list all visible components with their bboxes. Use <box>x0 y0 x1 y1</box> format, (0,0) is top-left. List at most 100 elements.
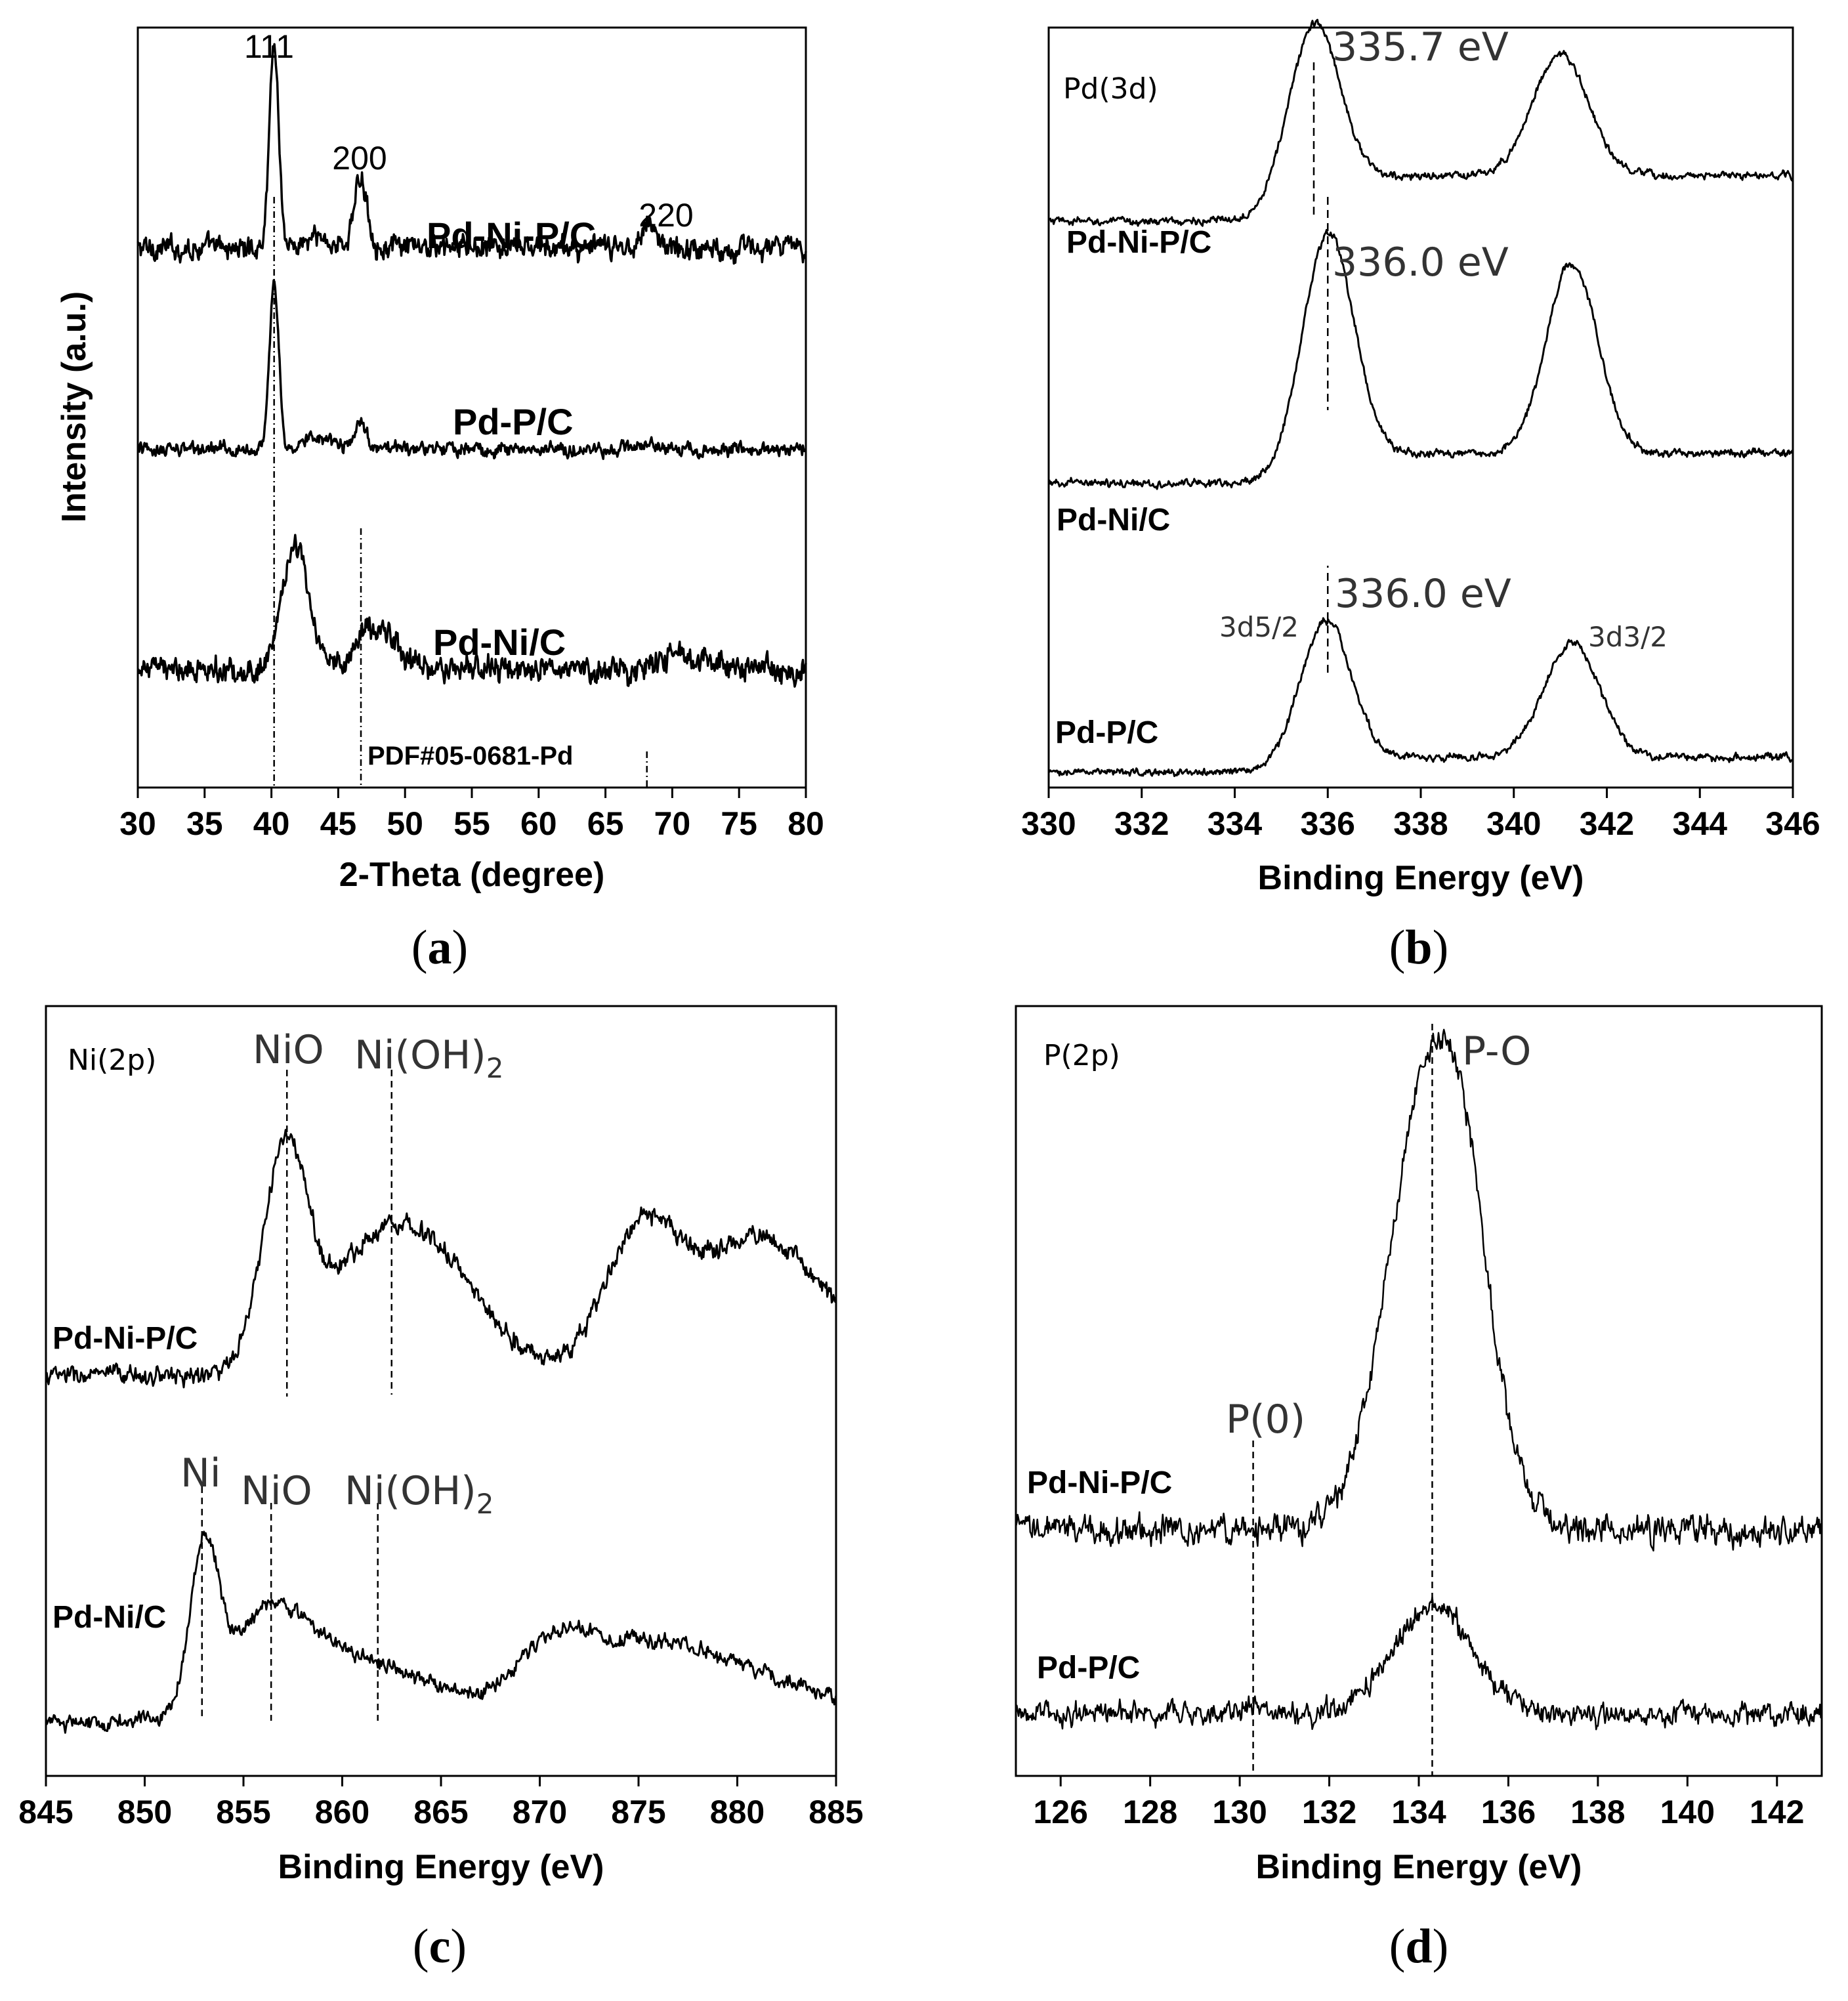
x-tick-label: 330 <box>1021 805 1076 842</box>
x-tick-label: 80 <box>788 805 824 842</box>
orbital-label: 3d3/2 <box>1588 621 1668 653</box>
series-label: Pd-Ni-P/C <box>427 215 596 256</box>
x-tick-label: 65 <box>587 805 624 842</box>
x-axis-title: Binding Energy (eV) <box>1256 1848 1582 1886</box>
series-line-pd-ni-c <box>136 534 807 688</box>
series-line-pd-p-c <box>1015 1596 1823 1731</box>
annotation-text: Ni <box>180 1450 221 1496</box>
plot-frame <box>1047 26 1794 789</box>
series-line-pd-ni-c <box>1048 228 1794 490</box>
caption-close-paren: ) <box>452 921 469 975</box>
caption-letter: a <box>428 921 452 975</box>
panel-caption: (a) <box>411 921 468 975</box>
annotation-subscript: 2 <box>476 1488 494 1520</box>
caption-close-paren: ) <box>1433 921 1449 975</box>
panel-title: P(2p) <box>1043 1039 1120 1072</box>
panel-title: Pd(3d) <box>1063 72 1158 106</box>
peak-annotation: P-O <box>1462 1028 1531 1074</box>
peak-label: 220 <box>639 197 693 234</box>
annotation-text: Ni(OH) <box>345 1468 476 1514</box>
x-tick-label: 344 <box>1673 805 1728 842</box>
series-line-pd-ni-p-c <box>45 1129 837 1389</box>
series-label: Pd-Ni/C <box>1057 503 1170 537</box>
x-tick-label: 128 <box>1123 1794 1177 1830</box>
y-axis-title: Intensity (a.u.) <box>55 291 93 522</box>
series-label: Pd-Ni-P/C <box>52 1321 198 1356</box>
x-tick-label: 855 <box>216 1794 270 1830</box>
panel-c: 845 850 855 860 865 870 875 880 885 Binding Energ… <box>18 1005 864 1973</box>
panel-caption: (d) <box>1389 1920 1448 1973</box>
series-line-pd-ni-p-c <box>1048 18 1794 227</box>
x-tick-label: 136 <box>1481 1794 1536 1830</box>
series-label: Pd-Ni/C <box>52 1600 166 1635</box>
series-line-pd-p-c <box>136 279 807 460</box>
peak-annotation: NiO <box>253 1027 324 1073</box>
series-line-pd-ni-p-c <box>1015 1028 1823 1552</box>
panel-title: Ni(2p) <box>68 1043 156 1077</box>
caption-close-paren: ) <box>1433 1920 1449 1973</box>
panel-a: 30 35 40 45 50 55 60 65 70 75 80 2-Theta (degree) In… <box>55 26 824 975</box>
series-line-pd-p-c <box>1047 617 1794 778</box>
x-tick-label: 340 <box>1486 805 1541 842</box>
x-tick-label: 865 <box>413 1794 468 1830</box>
series-label: Pd-Ni-P/C <box>1066 225 1211 260</box>
x-tick-label: 140 <box>1660 1794 1715 1830</box>
annotation-text: NiO <box>253 1027 324 1073</box>
series-label: Pd-P/C <box>1037 1651 1140 1685</box>
panel-caption: (c) <box>413 1920 467 1973</box>
x-tick-label: 346 <box>1765 805 1820 842</box>
x-tick-label: 336 <box>1301 805 1355 842</box>
caption-close-paren: ) <box>450 1920 467 1973</box>
caption-open-paren: ( <box>1389 1920 1406 1973</box>
peak-annotation: 336.0 eV <box>1332 240 1509 285</box>
x-tick-label: 338 <box>1393 805 1448 842</box>
caption-open-paren: ( <box>1389 921 1406 975</box>
x-tick-label: 126 <box>1034 1794 1088 1830</box>
panel-caption: (b) <box>1389 921 1448 975</box>
caption-open-paren: ( <box>413 1920 429 1973</box>
peak-annotation: Ni <box>180 1450 221 1496</box>
reference-label: PDF#05-0681-Pd <box>368 742 573 770</box>
x-tick-label: 138 <box>1570 1794 1625 1830</box>
peak-annotation: 335.7 eV <box>1332 24 1509 70</box>
series-label: Pd-Ni/C <box>433 621 566 663</box>
peak-annotation: P(0) <box>1226 1397 1305 1443</box>
x-axis-title: 2-Theta (degree) <box>339 856 605 894</box>
x-tick-label: 332 <box>1114 805 1169 842</box>
x-tick-label: 142 <box>1750 1794 1804 1830</box>
peak-annotation: NiO <box>241 1468 312 1514</box>
annotation-text: NiO <box>241 1468 312 1514</box>
x-tick-label: 870 <box>513 1794 567 1830</box>
panel-b: 330 332 334 336 338 340 342 344 346 Binding Energ… <box>1021 18 1820 975</box>
x-tick-label: 880 <box>710 1794 765 1830</box>
x-tick-label: 850 <box>117 1794 172 1830</box>
series-line-pd-ni-p-c <box>136 43 807 265</box>
x-tick-label: 75 <box>721 805 757 842</box>
series-label: Pd-P/C <box>453 401 574 442</box>
x-tick-label: 875 <box>611 1794 665 1830</box>
x-tick-label: 30 <box>119 805 156 842</box>
x-tick-label: 55 <box>453 805 490 842</box>
peak-label: 200 <box>332 140 387 177</box>
annotation-text: Ni(OH) <box>354 1032 486 1078</box>
x-tick-label: 40 <box>253 805 290 842</box>
caption-letter: c <box>429 1920 451 1973</box>
panel-d: 126 128 130 132 134 136 138 140 142 Binding Energ… <box>1015 1005 1823 1973</box>
x-tick-label: 130 <box>1212 1794 1267 1830</box>
x-tick-label: 45 <box>320 805 357 842</box>
x-axis-title: Binding Energy (eV) <box>1258 859 1584 897</box>
x-tick-label: 35 <box>186 805 223 842</box>
series-line-pd-ni-c <box>45 1530 837 1734</box>
peak-annotation: Ni(OH)2 <box>354 1032 503 1084</box>
x-tick-label: 132 <box>1302 1794 1356 1830</box>
series-label: Pd-Ni-P/C <box>1027 1465 1172 1500</box>
annotation-subscript: 2 <box>486 1052 504 1084</box>
x-tick-label: 342 <box>1580 805 1634 842</box>
peak-annotation: Ni(OH)2 <box>345 1468 494 1520</box>
x-tick-label: 70 <box>654 805 691 842</box>
x-tick-label: 860 <box>315 1794 369 1830</box>
caption-letter: d <box>1405 1920 1432 1973</box>
x-tick-label: 334 <box>1208 805 1263 842</box>
orbital-label: 3d5/2 <box>1219 611 1299 643</box>
